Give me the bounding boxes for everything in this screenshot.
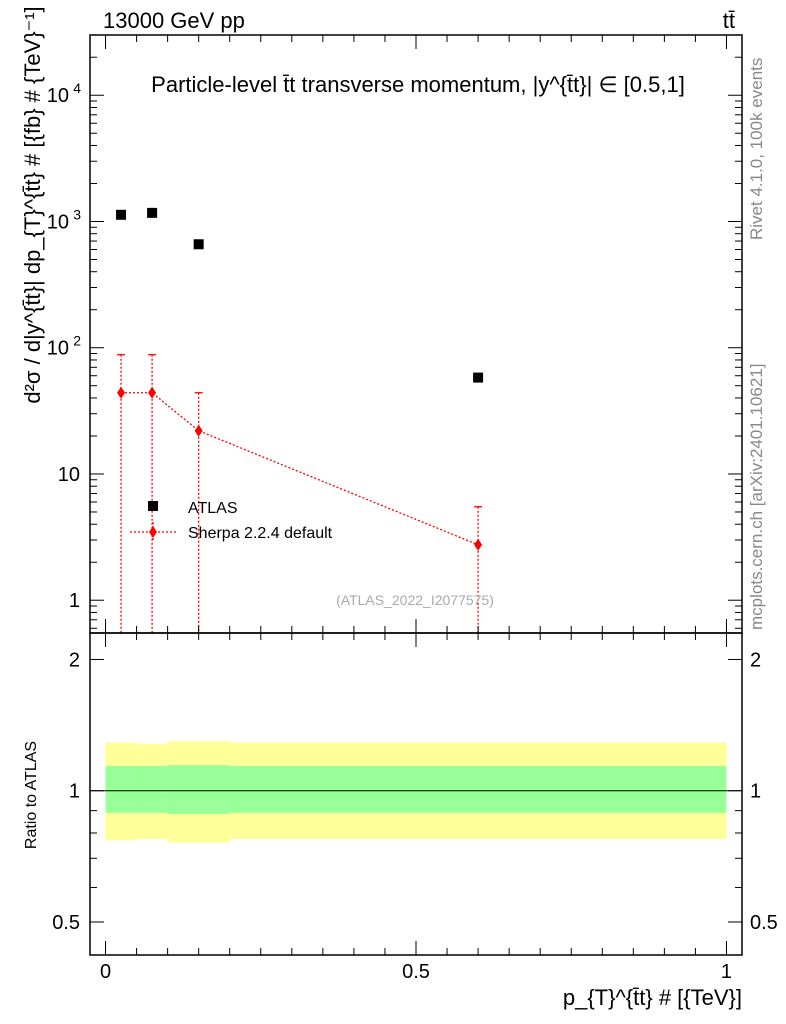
mc-point xyxy=(148,386,157,399)
mcplots-source-label: mcplots.cern.ch [arXiv:2401.10621] xyxy=(747,364,766,630)
energy-label: 13000 GeV pp xyxy=(103,8,245,33)
ratio-y-tick-label-right: 0.5 xyxy=(750,912,778,934)
x-tick-label: 0.5 xyxy=(402,961,430,983)
main-plot-frame xyxy=(89,34,743,634)
watermark: (ATLAS_2022_I2077575) xyxy=(336,592,494,608)
legend-label-atlas: ATLAS xyxy=(188,500,238,517)
mc-series-line xyxy=(121,392,479,546)
ratio-y-tick-label-right: 2 xyxy=(750,649,761,671)
ratio-inner-band xyxy=(136,765,168,813)
ratio-y-tick-label-right: 1 xyxy=(750,781,761,803)
data-point xyxy=(147,207,158,218)
y-tick-label: 10 xyxy=(58,464,80,486)
legend-label-mc: Sherpa 2.2.4 default xyxy=(188,525,333,542)
ratio-y-tick-label: 0.5 xyxy=(52,912,80,934)
y-axis-label: d²σ / d|y^{t̄t}| dp_{T}^{t̄t} # [{fb} # … xyxy=(20,6,45,403)
mc-point xyxy=(117,386,126,399)
y-tick-label: 10 xyxy=(47,85,69,107)
legend-marker-mc xyxy=(149,526,157,538)
y-tick-label: 10 xyxy=(47,338,69,360)
ratio-inner-band xyxy=(229,765,727,813)
y-tick-label: 10 xyxy=(47,211,69,233)
y-tick-label: 1 xyxy=(69,590,80,612)
y-tick-label-exponent: 4 xyxy=(73,80,81,96)
data-point xyxy=(193,239,204,250)
x-tick-label: 1 xyxy=(721,961,732,983)
x-axis-label: p_{T}^{t̄t} # [{TeV}] xyxy=(563,985,742,1010)
x-tick-label: 0 xyxy=(100,961,111,983)
rivet-version-label: Rivet 4.1.0, 100k events xyxy=(747,58,766,240)
legend: ATLAS Sherpa 2.2.4 default xyxy=(130,500,333,542)
ratio-y-tick-label: 2 xyxy=(69,649,80,671)
data-point xyxy=(473,372,484,383)
ratio-inner-band xyxy=(105,765,137,813)
ratio-inner-band xyxy=(167,765,230,814)
data-point xyxy=(116,209,127,220)
y-tick-label-exponent: 3 xyxy=(73,206,81,222)
ratio-y-tick-label: 1 xyxy=(69,781,80,803)
chart-title: Particle-level t̄t transverse momentum, … xyxy=(151,72,685,97)
mc-point xyxy=(194,424,203,437)
ratio-panel: 0.5 0.5 1 1 2 2 0 0.5 1 Ratio to ATLAS p_{T}^{t̄… xyxy=(23,632,778,1010)
legend-marker-atlas xyxy=(148,501,158,511)
process-label: tt̄ xyxy=(723,8,735,33)
y-tick-label-exponent: 2 xyxy=(73,333,81,349)
ratio-y-axis-label: Ratio to ATLAS xyxy=(23,741,40,849)
mc-point xyxy=(474,538,483,551)
